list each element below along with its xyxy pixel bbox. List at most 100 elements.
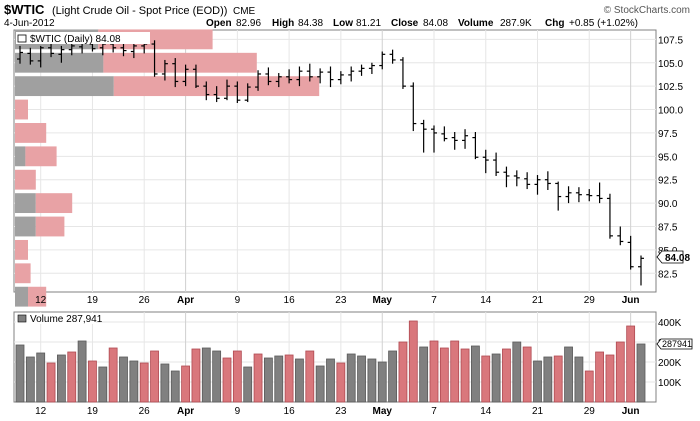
change-value: +0.85 (+1.02%): [569, 18, 638, 29]
high-label: High: [272, 18, 294, 29]
vbp-down-bar: [15, 99, 28, 120]
volume-bar-down: [108, 347, 118, 403]
price-tick-label: 90.0: [658, 199, 678, 210]
ohlc-bar: [27, 47, 34, 65]
vbp-up-bar: [15, 146, 26, 167]
volume-x-tick-label: 9: [235, 406, 241, 417]
ohlc-bar: [203, 81, 210, 101]
vbp-down-bar: [35, 216, 65, 237]
ohlc-bar: [462, 129, 469, 149]
low-value: 81.21: [356, 18, 381, 29]
volume-bar-down: [181, 365, 191, 403]
ohlc-bar: [410, 82, 417, 132]
ohlc-bar: [192, 64, 199, 89]
volume-bar-down: [67, 351, 77, 403]
ohlc-bar: [213, 86, 220, 103]
volume-bar-up: [533, 360, 542, 403]
exchange-label: CME: [233, 6, 256, 17]
close-label: Close: [391, 18, 419, 29]
price-x-tick-label: May: [373, 295, 393, 306]
volume-bar-down: [284, 354, 294, 403]
volume-legend-label: Volume 287,941: [30, 314, 103, 325]
volume-bar-down: [460, 348, 470, 403]
price-x-tick-label: 16: [284, 295, 296, 306]
ohlc-bar: [234, 81, 241, 103]
ohlc-bar: [224, 79, 230, 101]
ohlc-bar: [627, 235, 634, 270]
ohlc-bar: [358, 64, 365, 76]
volume-bar-up: [36, 352, 46, 403]
ohlc-bar: [420, 119, 427, 153]
volume-bar-up: [346, 353, 356, 403]
ohlc-bar: [306, 63, 313, 82]
ohlc-bar: [286, 69, 293, 84]
ohlc-bar: [606, 193, 613, 239]
volume-bar-up: [470, 345, 480, 403]
price-x-tick-label: 21: [532, 295, 544, 306]
ohlc-bar: [493, 152, 500, 176]
volume-bar-up: [243, 366, 253, 403]
price-legend-box: [16, 32, 150, 44]
volume-tick-label: 200K: [658, 358, 682, 369]
ohlc-bar: [534, 175, 541, 195]
vbp-down-bar: [15, 169, 36, 190]
ohlc-bar: [182, 64, 189, 87]
vbp-down-bar: [15, 123, 47, 143]
ohlc-bar: [482, 149, 489, 174]
ohlc-bar: [317, 68, 324, 84]
volume-x-tick-label: 19: [87, 406, 99, 417]
volume-bar-up: [57, 354, 66, 403]
volume-bar-up: [98, 366, 108, 403]
volume-bar-down: [305, 350, 315, 403]
volume-bar-up: [326, 358, 335, 403]
volume-bar-up: [25, 356, 35, 403]
volume-bar-down: [429, 340, 439, 403]
vbp-up-bar: [15, 76, 114, 97]
close-value: 84.08: [423, 18, 448, 29]
ohlc-bar: [441, 126, 448, 142]
price-x-tick-label: Jun: [622, 295, 640, 306]
volume-bar-down: [398, 341, 408, 403]
volume-bar-up: [357, 355, 366, 403]
volume-tick-label: 100K: [658, 378, 682, 389]
volume-bar-up: [170, 370, 180, 403]
price-x-tick-label: 9: [235, 295, 241, 306]
ohlc-bar: [296, 66, 303, 87]
ohlc-bar: [275, 73, 282, 88]
volume-bar-up: [512, 341, 522, 403]
last-volume-label: 287941: [662, 339, 692, 349]
price-tick-label: 105.0: [658, 59, 683, 70]
volume-bar-down: [605, 354, 615, 403]
ohlc-bar: [451, 131, 458, 150]
price-x-tick-label: 12: [35, 295, 47, 306]
ohlc-bar: [265, 67, 272, 86]
price-legend-swatch: [17, 34, 27, 43]
volume-bar-up: [388, 350, 398, 403]
last-price-tag: 84.08: [656, 250, 690, 264]
volume-bar-up: [636, 343, 646, 403]
header-date: 4-Jun-2012: [4, 18, 55, 29]
vbp-up-bar: [15, 286, 28, 307]
price-tick-label: 95.0: [658, 152, 678, 163]
price-tick-label: 100.0: [658, 106, 683, 117]
ohlc-bar: [596, 182, 603, 204]
ohlc-bar: [255, 70, 262, 91]
volume-bar-down: [88, 360, 97, 403]
volume-bar-up: [419, 346, 429, 403]
price-y-axis: 107.5 105.0 102.5 100.0 97.5 95.0 92.5 90.0 87.5…: [658, 35, 683, 280]
change-label: Chg: [545, 18, 564, 29]
volume-bar-down: [46, 362, 56, 403]
open-value: 82.96: [236, 18, 261, 29]
ohlc-bar: [348, 66, 355, 82]
volume-bar-up: [15, 344, 25, 403]
volume-bar-up: [201, 347, 211, 403]
ohlc-bar: [327, 66, 334, 88]
ohlc-bar: [48, 42, 55, 58]
volume-bar-down: [481, 355, 491, 403]
volume-x-tick-label: May: [373, 406, 393, 417]
ticker-description: (Light Crude Oil - Spot Price (EOD)): [52, 5, 227, 17]
ohlc-bar: [58, 45, 65, 63]
ohlc-bar: [524, 172, 531, 190]
volume-bar-up: [119, 356, 128, 403]
volume-bar-up: [543, 356, 553, 403]
